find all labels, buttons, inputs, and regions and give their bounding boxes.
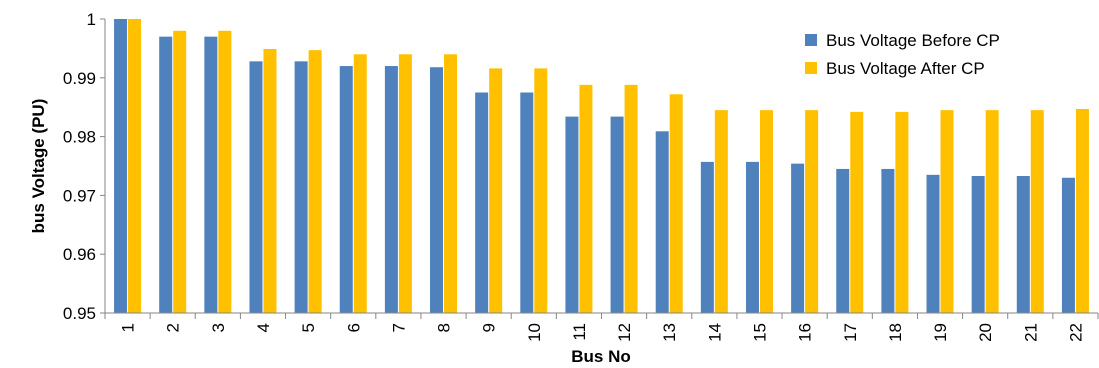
legend: Bus Voltage Before CP Bus Voltage After C… [805, 31, 1000, 78]
x-tick-label: 18 [886, 323, 905, 342]
plot-area [114, 19, 1089, 314]
bar [836, 168, 850, 313]
bar [444, 54, 458, 313]
series-after-cp [128, 19, 1089, 314]
bar [114, 19, 128, 313]
bar [895, 111, 909, 314]
y-tick-label: 0.97 [63, 186, 96, 205]
y-tick-label: 0.96 [63, 245, 96, 264]
bar [700, 161, 714, 313]
x-tick-label: 3 [209, 323, 228, 332]
bar [534, 68, 548, 313]
bar [430, 67, 444, 313]
bar [791, 163, 805, 313]
bar [985, 110, 999, 313]
x-tick-label: 17 [841, 323, 860, 342]
bar [204, 36, 218, 313]
bar [971, 175, 985, 313]
x-tick-label: 16 [796, 323, 815, 342]
x-tick-label: 14 [705, 323, 724, 342]
bar [384, 66, 398, 313]
series-before-cp [114, 19, 1075, 313]
x-tick-label: 12 [615, 323, 634, 342]
bar [308, 50, 322, 313]
bar [520, 92, 534, 313]
bar [624, 84, 638, 313]
y-tick-label: 0.98 [63, 128, 96, 147]
bar [1016, 175, 1030, 313]
x-tick-label: 20 [976, 323, 995, 342]
bar [398, 54, 412, 313]
legend-label: Bus Voltage After CP [826, 59, 985, 78]
bar [926, 174, 940, 313]
bar [745, 161, 759, 313]
bar [805, 110, 819, 313]
x-tick-label: 10 [525, 323, 544, 342]
bar [669, 94, 683, 313]
bar [489, 68, 503, 313]
x-tick-label: 4 [254, 323, 273, 332]
bar [475, 92, 489, 313]
legend-label: Bus Voltage Before CP [826, 31, 1000, 50]
y-tick-label: 0.95 [63, 304, 96, 323]
bar [565, 116, 579, 313]
x-tick-label: 1 [119, 323, 138, 332]
x-axis-title: Bus No [571, 347, 631, 366]
x-tick-label: 8 [435, 323, 454, 332]
bar [579, 84, 593, 313]
legend-swatch [805, 34, 817, 46]
x-tick-label: 13 [660, 323, 679, 342]
bar [339, 66, 353, 313]
bar [940, 110, 954, 313]
bar [850, 111, 864, 314]
y-tick-label: 1 [87, 10, 96, 29]
bar [218, 30, 232, 313]
x-tick-label: 19 [931, 323, 950, 342]
x-tick-label: 9 [480, 323, 499, 332]
bar [159, 36, 173, 313]
bar [655, 131, 669, 313]
x-tick-label: 22 [1066, 323, 1085, 342]
bar [173, 30, 187, 313]
x-axis-ticks: 1 2 3 4 5 6 7 8 9 10 11 12 13 14 15 16 17 18 19 20 21 22 [104, 313, 1099, 342]
x-tick-label: 5 [299, 323, 318, 332]
x-tick-label: 15 [750, 323, 769, 342]
x-tick-label: 11 [570, 323, 589, 341]
bar [759, 110, 773, 313]
x-tick-label: 2 [164, 323, 183, 332]
bar [714, 110, 728, 313]
x-tick-label: 7 [389, 323, 408, 332]
bar [263, 48, 277, 313]
x-tick-label: 6 [344, 323, 363, 332]
bar [1030, 110, 1044, 313]
bar [610, 116, 624, 313]
y-tick-label: 0.99 [63, 69, 96, 88]
bar [881, 168, 895, 313]
legend-swatch [805, 62, 817, 74]
y-axis-title: bus Voltage (PU) [29, 99, 48, 234]
bar [128, 19, 142, 313]
bar [249, 61, 263, 313]
bar [1075, 108, 1089, 314]
bar [353, 54, 367, 313]
x-tick-label: 21 [1021, 323, 1040, 342]
bar [1061, 177, 1075, 313]
y-axis-ticks: 0.95 0.96 0.97 0.98 0.99 1 [63, 10, 105, 323]
bar [294, 61, 308, 313]
